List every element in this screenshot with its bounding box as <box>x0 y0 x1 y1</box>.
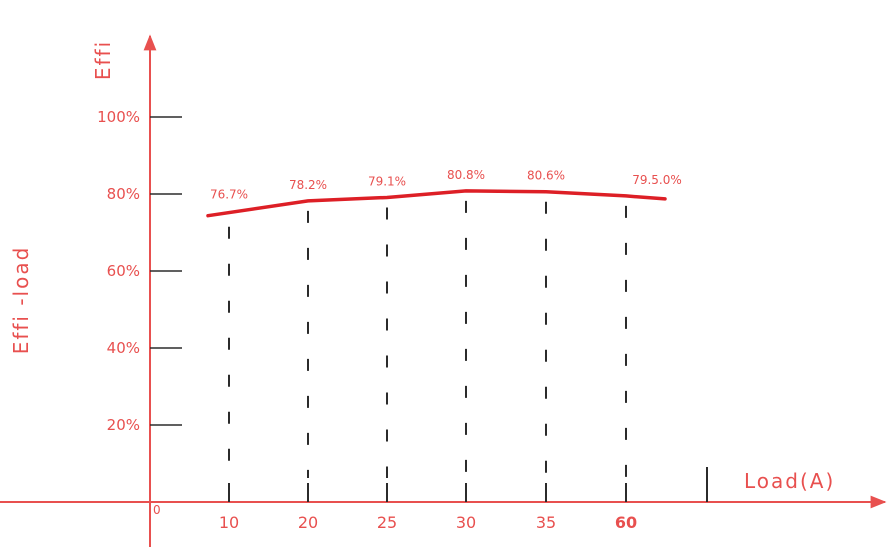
data-label: 79.1% <box>368 174 406 188</box>
y-tick-label: 60% <box>107 262 140 280</box>
x-tick-label: 10 <box>219 513 239 532</box>
series-line <box>206 189 667 218</box>
data-label: 80.6% <box>527 169 565 183</box>
x-tick-label: 60 <box>615 513 637 532</box>
y-axis-side-title: Effi -load <box>9 246 33 355</box>
x-tick-label: 25 <box>377 513 397 532</box>
data-labels: 76.7% 78.2% 79.1% 80.8% 80.6% 79.5.0% <box>210 168 682 202</box>
dashed-guides <box>228 200 627 478</box>
x-tick-label: 30 <box>456 513 476 532</box>
y-tick-label: 100% <box>97 108 140 126</box>
y-tick-label: 40% <box>107 339 140 357</box>
y-tick-label: 20% <box>107 416 140 434</box>
x-tick-label: 20 <box>298 513 318 532</box>
data-label: 76.7% <box>210 188 248 202</box>
origin-label: 0 <box>153 503 161 517</box>
data-label: 79.5.0% <box>632 173 682 187</box>
y-ticks: 20% 40% 60% 80% 100% <box>97 108 182 434</box>
x-axis-title: Load(A) <box>744 469 835 493</box>
x-ticks: 10 20 25 30 35 60 <box>219 483 637 532</box>
y-tick-label: 80% <box>107 185 140 203</box>
y-axis-title: Effi <box>91 40 115 80</box>
data-label: 78.2% <box>289 178 327 192</box>
x-tick-label: 35 <box>536 513 556 532</box>
data-label: 80.8% <box>447 168 485 182</box>
